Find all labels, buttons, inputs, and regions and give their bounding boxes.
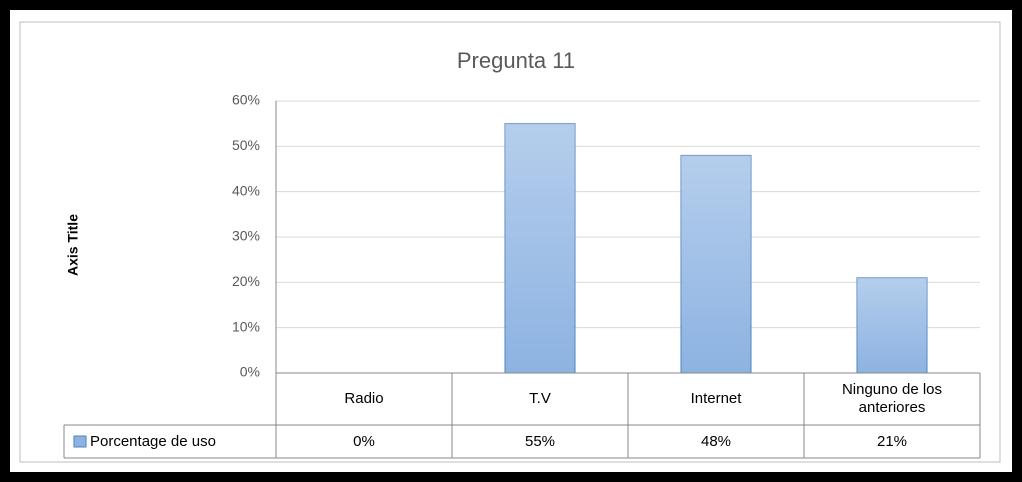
x-tick-label: Internet <box>690 390 742 407</box>
bar <box>680 154 752 374</box>
legend-label: Porcentage de uso <box>90 432 216 450</box>
y-tick-label: 20% <box>232 273 260 289</box>
x-tick-label: T.V <box>529 390 551 407</box>
y-axis-title: Axis Title <box>65 214 81 276</box>
y-tick-label: 30% <box>232 228 260 244</box>
chart-border <box>19 21 1001 463</box>
y-tick-label: 10% <box>232 318 260 334</box>
y-tick-label: 60% <box>232 92 260 108</box>
data-table-value: 21% <box>876 432 908 450</box>
chart-title: Pregunta 11 <box>457 48 575 73</box>
data-table-value: 55% <box>524 432 556 450</box>
y-tick-label: 50% <box>232 137 260 153</box>
bar <box>504 123 576 374</box>
bar <box>856 277 928 374</box>
legend-key <box>73 435 87 448</box>
y-tick-label: 40% <box>232 182 260 198</box>
data-table-value: 48% <box>700 432 732 450</box>
data-table-value: 0% <box>353 432 375 450</box>
y-tick-label: 0% <box>240 364 260 380</box>
x-tick-label: Ninguno de los anteriores <box>841 381 943 416</box>
x-tick-label: Radio <box>344 390 384 407</box>
